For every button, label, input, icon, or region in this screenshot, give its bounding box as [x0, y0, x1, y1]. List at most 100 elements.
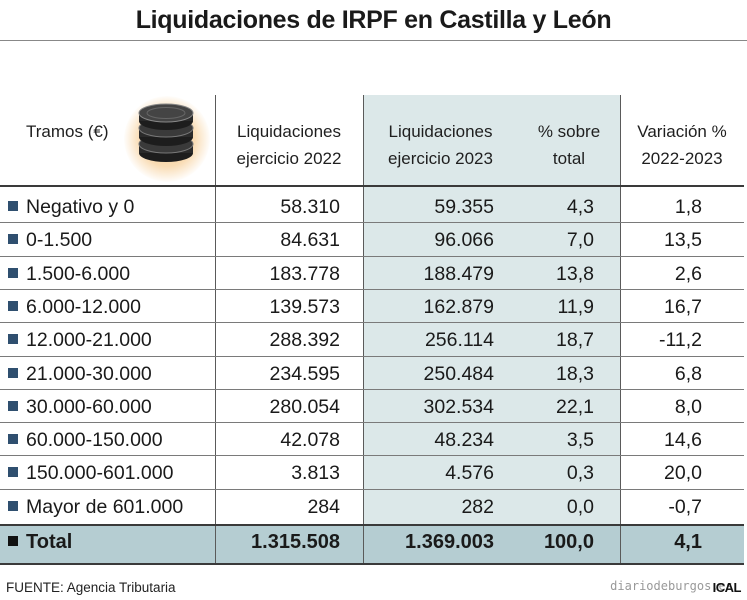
table-row: Mayor de 601.000 284 282 0,0 -0,7 — [0, 491, 744, 524]
tramo-label: 6.000-12.000 — [26, 295, 141, 318]
tramo-label: 1.500-6.000 — [26, 262, 131, 285]
value-2023-cell: 188.479 — [423, 262, 495, 285]
value-2023-cell: 1.369.003 — [405, 531, 494, 553]
pct-total-cell: 22,1 — [556, 395, 594, 418]
coin-stack-icon — [138, 103, 194, 162]
tramo-cell: 12.000-21.000 — [8, 324, 152, 357]
tramo-cell: 30.000-60.000 — [8, 391, 152, 424]
row-divider — [0, 289, 744, 290]
header-2022-line2: ejercicio 2022 — [236, 149, 342, 168]
row-divider — [0, 389, 744, 390]
source-note: FUENTE: Agencia Tributaria — [6, 580, 176, 595]
variation-cell: 1,8 — [674, 196, 702, 218]
header-pct-line1: % sobre — [537, 122, 601, 141]
table-row: 60.000-150.000 42.078 48.234 3,5 14,6 — [0, 424, 744, 457]
row-divider — [0, 222, 744, 223]
tramo-label: 60.000-150.000 — [26, 429, 163, 452]
value-2022-cell: 84.631 — [280, 229, 340, 252]
pct-total-cell: 0,0 — [566, 495, 594, 518]
pct-total-cell: 100,0 — [543, 531, 594, 553]
header-2023-line2: ejercicio 2023 — [388, 149, 493, 168]
row-divider — [0, 489, 744, 490]
square-bullet-icon — [8, 500, 18, 511]
header-2023-line1: Liquidaciones — [388, 122, 493, 141]
value-2022-cell: 284 — [307, 495, 340, 518]
value-2022-cell: 280.054 — [269, 395, 341, 418]
row-divider — [0, 563, 744, 565]
tramo-cell: 0-1.500 — [8, 224, 92, 257]
variation-cell: 2,6 — [674, 262, 702, 285]
table-row: 1.500-6.000 183.778 188.479 13,8 2,6 — [0, 258, 744, 291]
tramo-label: Total — [26, 531, 73, 553]
tramo-cell: Mayor de 601.000 — [8, 491, 183, 524]
brand-logo: ICAL — [712, 580, 742, 595]
variation-cell: 16,7 — [664, 295, 702, 318]
pct-total-cell: 4,3 — [566, 196, 594, 218]
tramo-label: 12.000-21.000 — [26, 329, 152, 352]
variation-cell: 20,0 — [664, 462, 702, 485]
square-bullet-icon — [8, 536, 18, 546]
square-bullet-icon — [8, 434, 18, 445]
table-row: 150.000-601.000 3.813 4.576 0,3 20,0 — [0, 457, 744, 490]
value-2022-cell: 58.310 — [280, 196, 340, 218]
value-2023-cell: 96.066 — [434, 229, 494, 252]
row-divider — [0, 356, 744, 357]
watermark: diariodeburgos.es — [610, 579, 733, 593]
row-divider — [0, 322, 744, 323]
tramo-label: Mayor de 601.000 — [26, 495, 184, 518]
value-2023-cell: 302.534 — [423, 395, 495, 418]
value-2023-cell: 162.879 — [423, 295, 495, 318]
table-row: 12.000-21.000 288.392 256.114 18,7 -11,2 — [0, 324, 744, 357]
tramo-label: 0-1.500 — [26, 229, 93, 252]
value-2022-cell: 288.392 — [269, 329, 341, 352]
header-pct-total: % sobre total — [518, 118, 620, 172]
pct-total-cell: 0,3 — [566, 462, 594, 485]
value-2022-cell: 183.778 — [269, 262, 341, 285]
pct-total-cell: 18,7 — [556, 329, 594, 352]
column-divider — [363, 95, 364, 563]
variation-cell: 13,5 — [664, 229, 702, 252]
title-divider — [0, 40, 747, 41]
header-pct-line2: total — [552, 149, 586, 168]
value-2023-cell: 282 — [461, 495, 494, 518]
header-2022-line1: Liquidaciones — [237, 122, 341, 141]
header-liquidaciones-2023: Liquidaciones ejercicio 2023 — [363, 118, 518, 172]
variation-cell: -11,2 — [659, 329, 702, 352]
header-variacion: Variación % 2022-2023 — [620, 118, 744, 172]
column-divider — [620, 95, 621, 563]
value-2023-cell: 4.576 — [445, 462, 494, 485]
value-2022-cell: 1.315.508 — [251, 531, 340, 553]
column-divider — [215, 95, 216, 563]
table-row: 6.000-12.000 139.573 162.879 11,9 16,7 — [0, 291, 744, 324]
pct-total-cell: 18,3 — [556, 362, 594, 385]
tramo-cell: Total — [8, 526, 72, 559]
header-liquidaciones-2022: Liquidaciones ejercicio 2022 — [215, 118, 363, 172]
variation-cell: 6,8 — [674, 362, 702, 385]
total-row: Total 1.315.508 1.369.003 100,0 4,1 — [0, 526, 744, 559]
variation-cell: 4,1 — [674, 531, 702, 553]
value-2023-cell: 250.484 — [423, 362, 495, 385]
value-2022-cell: 42.078 — [280, 429, 340, 452]
header-var-line2: 2022-2023 — [641, 149, 723, 168]
highlight-column-2023 — [363, 95, 620, 524]
square-bullet-icon — [8, 467, 18, 478]
page-title: Liquidaciones de IRPF en Castilla y León — [135, 6, 612, 34]
pct-total-cell: 3,5 — [566, 429, 594, 452]
pct-total-cell: 7,0 — [566, 229, 594, 252]
row-divider — [0, 256, 744, 257]
variation-cell: 8,0 — [674, 395, 702, 418]
tramo-label: 21.000-30.000 — [26, 362, 152, 385]
tramo-cell: 6.000-12.000 — [8, 291, 141, 324]
header-var-line1: Variación % — [637, 122, 727, 141]
value-2023-cell: 256.114 — [424, 329, 494, 352]
variation-cell: 14,6 — [664, 429, 702, 452]
tramo-cell: 21.000-30.000 — [8, 358, 152, 391]
pct-total-cell: 11,9 — [557, 295, 594, 318]
row-divider — [0, 455, 744, 456]
tramo-label: Negativo y 0 — [26, 196, 135, 218]
tramo-cell: 150.000-601.000 — [8, 457, 173, 490]
square-bullet-icon — [8, 234, 18, 245]
table-row: 0-1.500 84.631 96.066 7,0 13,5 — [0, 224, 744, 257]
tramo-label: 150.000-601.000 — [26, 462, 174, 485]
tramo-cell: Negativo y 0 — [8, 191, 134, 224]
